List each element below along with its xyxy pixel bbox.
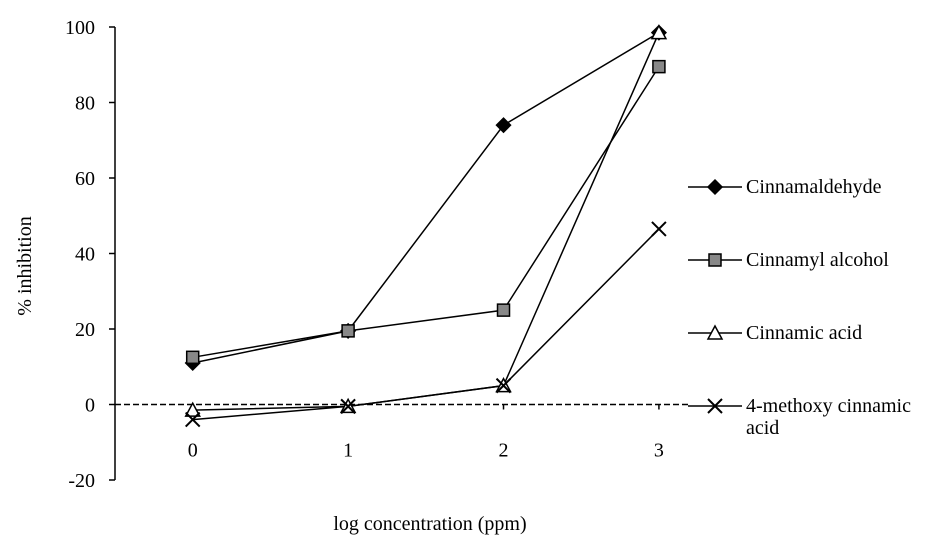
y-tick-label: 0 [85,395,95,417]
marker [706,324,724,340]
x-axis-label: log concentration (ppm) [333,513,526,535]
marker [495,377,512,394]
legend-label: Cinnamyl alcohol [746,249,889,271]
x-tick-label: 3 [654,440,664,462]
marker [341,324,355,338]
series-line [192,66,660,359]
legend-label: Cinnamaldehyde [746,176,882,198]
y-tick-label: 60 [75,168,95,190]
y-tick-label: 20 [75,319,95,341]
x-tick-label: 1 [343,440,353,462]
y-tick-label: 40 [75,244,95,266]
y-axis-label: % inhibition [14,216,36,315]
marker [495,117,512,134]
x-tick-label: 2 [499,440,509,462]
legend: Cinnamaldehyde Cinnamyl alcohol Cinnamic a… [686,176,948,468]
marker [650,24,668,40]
marker [708,253,722,267]
legend-label: 4-methoxy cinnamic acid [746,395,911,439]
marker [651,221,667,237]
legend-item: 4-methoxy cinnamic acid [686,395,948,468]
legend-item: Cinnamaldehyde [686,176,948,249]
legend-icon [688,178,742,196]
marker [707,398,723,414]
marker [652,59,666,74]
marker [184,411,201,428]
series-line [192,32,660,364]
marker [496,303,511,317]
marker [185,350,200,365]
x-tick-label: 0 [188,440,198,462]
legend-icon [688,398,742,414]
y-tick-label: 80 [75,93,95,115]
y-tick-label: -20 [68,470,95,492]
marker [340,398,356,415]
marker [706,178,724,196]
legend-item: Cinnamic acid [686,322,948,395]
y-tick-label: 100 [65,17,95,39]
marker [184,401,201,417]
series-line [192,32,660,411]
series-line [192,228,660,421]
legend-item: Cinnamyl alcohol [686,249,948,322]
legend-icon [688,324,742,340]
legend-label: Cinnamic acid [746,322,863,344]
legend-icon [688,253,742,267]
